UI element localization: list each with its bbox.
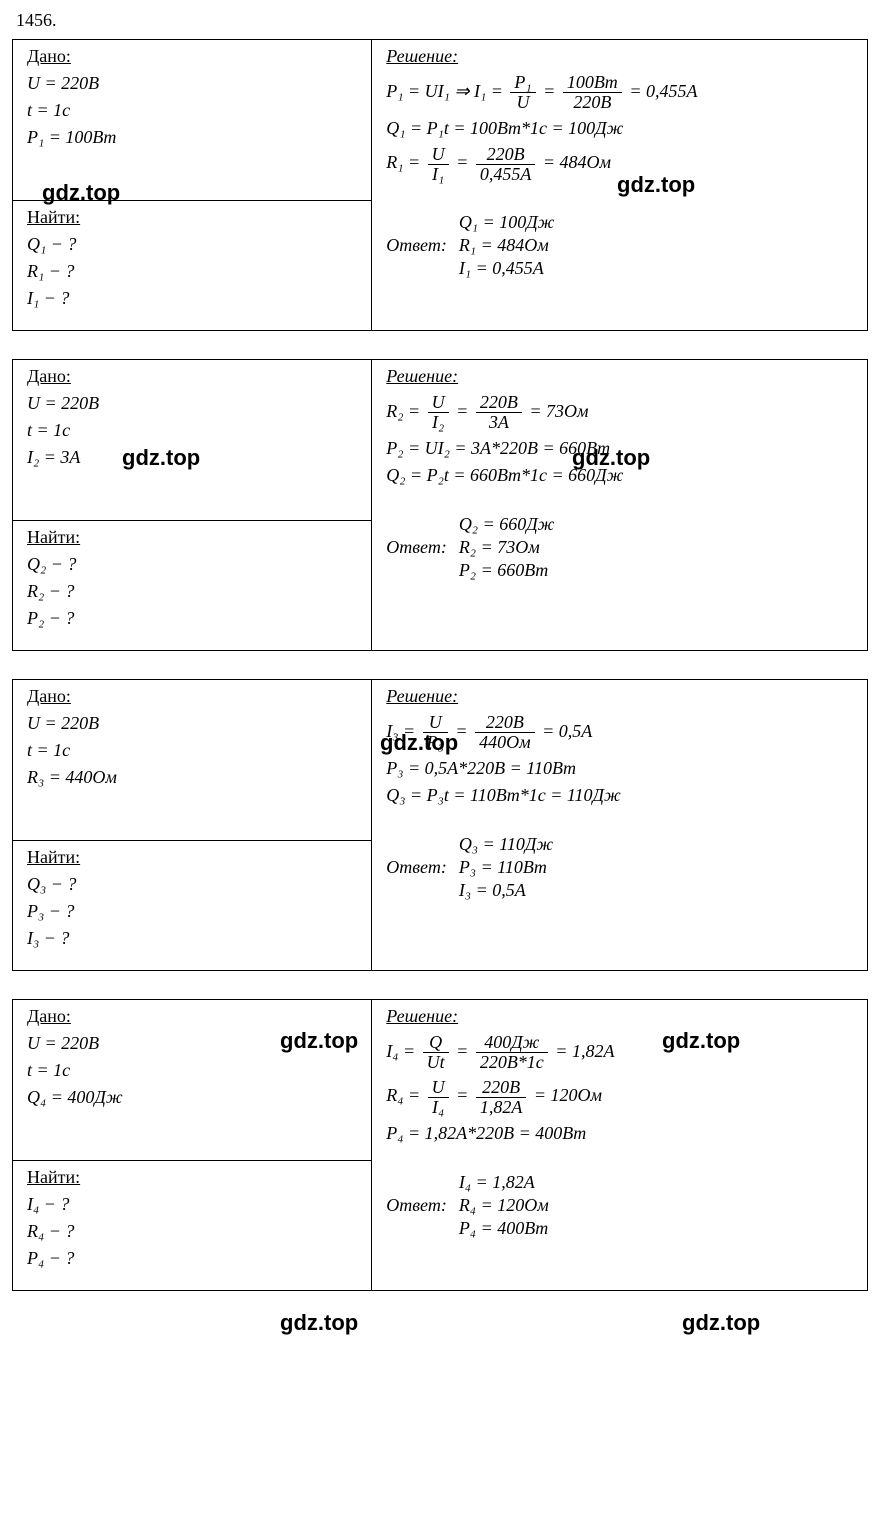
given-line: R₃ = 440Ом: [27, 767, 361, 788]
solution-block: Дано: U = 220B t = 1c Q₄ = 400Дж Найти: I₄ − …: [12, 999, 868, 1291]
find-line: Q₁ − ?: [27, 234, 361, 255]
find-line: I₁ − ?: [27, 288, 361, 309]
find-line: R₂ − ?: [27, 581, 361, 602]
find-header: Найти:: [27, 527, 361, 548]
solution-line: P₁ = UI₁ ⇒ I₁ = P₁U = 100Bm220B = 0,455A: [386, 73, 857, 112]
given-line: U = 220B: [27, 393, 361, 414]
solution-line: I₄ = QUt = 400Дж220B*1c = 1,82A: [386, 1033, 857, 1072]
given-cell: Дано: U = 220B t = 1c P₁ = 100Bm: [13, 40, 371, 200]
find-line: P₂ − ?: [27, 608, 361, 629]
given-line: U = 220B: [27, 73, 361, 94]
find-line: Q₃ − ?: [27, 874, 361, 895]
solution-line: R₁ = UI₁ = 220B0,455A = 484Ом: [386, 145, 857, 184]
answer-label: Ответ:: [386, 537, 447, 558]
find-cell: Найти: I₄ − ? R₄ − ? P₄ − ?: [13, 1160, 371, 1290]
given-line: t = 1c: [27, 1060, 361, 1081]
answer-line: Q₃ = 110Дж: [459, 834, 553, 855]
solution-header: Решение:: [386, 686, 857, 707]
given-line: I₂ = 3A: [27, 447, 361, 468]
find-header: Найти:: [27, 1167, 361, 1188]
given-line: Q₄ = 400Дж: [27, 1087, 361, 1108]
answer-wrap: Ответ: Q₂ = 660ДжR₂ = 73ОмP₂ = 660Bm: [386, 512, 857, 583]
answer-label: Ответ:: [386, 857, 447, 878]
find-line: P₃ − ?: [27, 901, 361, 922]
answer-wrap: Ответ: Q₁ = 100ДжR₁ = 484ОмI₁ = 0,455A: [386, 210, 857, 281]
find-header: Найти:: [27, 847, 361, 868]
find-cell: Найти: Q₁ − ? R₁ − ? I₁ − ?: [13, 200, 371, 330]
find-line: I₃ − ?: [27, 928, 361, 949]
answer-line: P₂ = 660Bm: [459, 560, 555, 581]
solution-header: Решение:: [386, 1006, 857, 1027]
solution-header: Решение:: [386, 366, 857, 387]
given-cell: Дано: U = 220B t = 1c I₂ = 3A: [13, 360, 371, 520]
problem-number: 1456.: [16, 10, 868, 31]
answer-line: I₄ = 1,82A: [459, 1172, 549, 1193]
find-cell: Найти: Q₃ − ? P₃ − ? I₃ − ?: [13, 840, 371, 970]
solution-line: Q₃ = P₃t = 110Bm*1c = 110Дж: [386, 785, 857, 806]
solution-line: R₄ = UI₄ = 220B1,82A = 120Ом: [386, 1078, 857, 1117]
solution-line: Q₂ = P₂t = 660Bm*1c = 660Дж: [386, 465, 857, 486]
given-line: t = 1c: [27, 740, 361, 761]
find-line: I₄ − ?: [27, 1194, 361, 1215]
solution-line: P₂ = UI₂ = 3A*220B = 660Bm: [386, 438, 857, 459]
given-line: t = 1c: [27, 100, 361, 121]
given-line: U = 220B: [27, 713, 361, 734]
solution-line: P₃ = 0,5A*220B = 110Bm: [386, 758, 857, 779]
given-header: Дано:: [27, 366, 361, 387]
solution-line: Q₁ = P₁t = 100Bm*1c = 100Дж: [386, 118, 857, 139]
solution-cell: Решение: I₄ = QUt = 400Дж220B*1c = 1,82A R…: [372, 1000, 867, 1290]
find-cell: Найти: Q₂ − ? R₂ − ? P₂ − ?: [13, 520, 371, 650]
solution-block: Дано: U = 220B t = 1c P₁ = 100Bm Найти: Q₁ − …: [12, 39, 868, 331]
solution-cell: Решение: P₁ = UI₁ ⇒ I₁ = P₁U = 100Bm220B …: [372, 40, 867, 330]
answer-line: P₄ = 400Bm: [459, 1218, 549, 1239]
given-header: Дано:: [27, 686, 361, 707]
answer-label: Ответ:: [386, 235, 447, 256]
find-line: P₄ − ?: [27, 1248, 361, 1269]
solution-header: Решение:: [386, 46, 857, 67]
find-header: Найти:: [27, 207, 361, 228]
answer-line: Q₁ = 100Дж: [459, 212, 555, 233]
given-cell: Дано: U = 220B t = 1c Q₄ = 400Дж: [13, 1000, 371, 1160]
answer-line: P₃ = 110Bm: [459, 857, 553, 878]
solution-cell: Решение: I₃ = UR₃ = 220B440Ом = 0,5A P₃ = …: [372, 680, 867, 970]
given-cell: Дано: U = 220B t = 1c R₃ = 440Ом: [13, 680, 371, 840]
given-line: P₁ = 100Bm: [27, 127, 361, 148]
given-line: U = 220B: [27, 1033, 361, 1054]
solution-line: P₄ = 1,82A*220B = 400Bm: [386, 1123, 857, 1144]
solution-cell: Решение: R₂ = UI₂ = 220B3A = 73Ом P₂ = UI₂…: [372, 360, 867, 650]
solution-block: Дано: U = 220B t = 1c I₂ = 3A Найти: Q₂ − ? R₂…: [12, 359, 868, 651]
answer-line: R₄ = 120Ом: [459, 1195, 549, 1216]
find-line: Q₂ − ?: [27, 554, 361, 575]
blocks-container: Дано: U = 220B t = 1c P₁ = 100Bm Найти: Q₁ − …: [12, 39, 868, 1291]
answer-wrap: Ответ: Q₃ = 110ДжP₃ = 110BmI₃ = 0,5A: [386, 832, 857, 903]
answer-line: Q₂ = 660Дж: [459, 514, 555, 535]
given-header: Дано:: [27, 1006, 361, 1027]
answer-line: R₁ = 484Ом: [459, 235, 555, 256]
given-line: t = 1c: [27, 420, 361, 441]
document-root: 1456. Дано: U = 220B t = 1c P₁ = 100Bm Найти…: [12, 10, 868, 1291]
answer-label: Ответ:: [386, 1195, 447, 1216]
solution-line: I₃ = UR₃ = 220B440Ом = 0,5A: [386, 713, 857, 752]
watermark-text: gdz.top: [682, 1310, 760, 1336]
answer-wrap: Ответ: I₄ = 1,82AR₄ = 120ОмP₄ = 400Bm: [386, 1170, 857, 1241]
given-header: Дано:: [27, 46, 361, 67]
solution-line: R₂ = UI₂ = 220B3A = 73Ом: [386, 393, 857, 432]
find-line: R₄ − ?: [27, 1221, 361, 1242]
answer-line: I₁ = 0,455A: [459, 258, 555, 279]
watermark-text: gdz.top: [280, 1310, 358, 1336]
answer-line: I₃ = 0,5A: [459, 880, 553, 901]
answer-line: R₂ = 73Ом: [459, 537, 555, 558]
find-line: R₁ − ?: [27, 261, 361, 282]
solution-block: Дано: U = 220B t = 1c R₃ = 440Ом Найти: Q₃ − …: [12, 679, 868, 971]
